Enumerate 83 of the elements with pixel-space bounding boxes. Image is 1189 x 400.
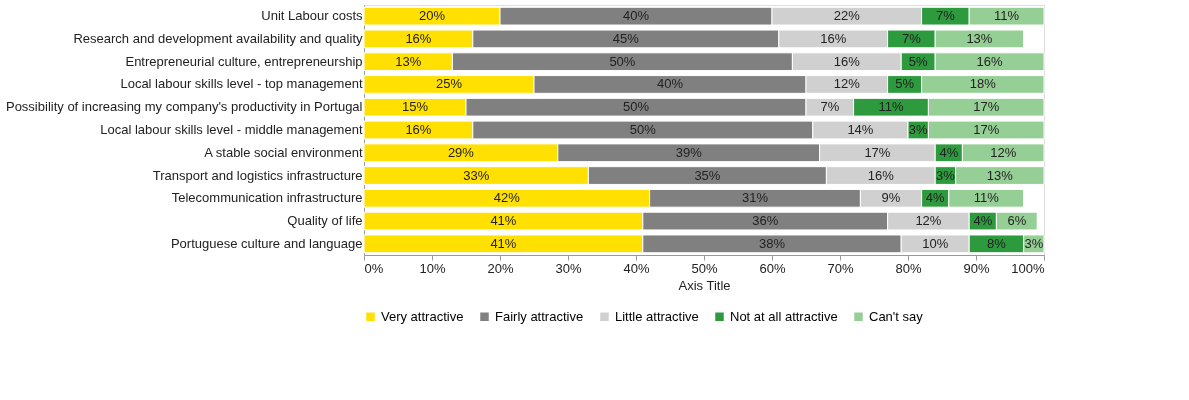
y-tick-label: A stable social environment	[204, 144, 363, 160]
data-label: 13%	[966, 30, 993, 46]
data-label: 41%	[490, 213, 517, 229]
data-label: 11%	[994, 8, 1020, 24]
data-label: 13%	[395, 53, 422, 69]
data-label: 36%	[752, 213, 779, 229]
data-label: 16%	[405, 30, 432, 46]
legend-label: Can't say	[869, 308, 924, 324]
data-label: 18%	[969, 76, 997, 92]
y-tick-label: Unit Labour costs	[261, 8, 363, 24]
x-tick-label: 10%	[419, 260, 446, 276]
data-label: 4%	[973, 213, 993, 229]
x-tick-label: 90%	[963, 260, 990, 276]
data-label: 12%	[915, 213, 942, 229]
data-label: 7%	[820, 99, 840, 115]
data-label: 25%	[435, 76, 463, 92]
x-tick-label: 50%	[691, 260, 718, 276]
data-label: 14%	[847, 122, 874, 137]
y-tick-label: Research and development availability and quality	[73, 30, 363, 46]
x-tick-label: 0%	[364, 260, 384, 276]
data-label: 4%	[939, 144, 959, 160]
data-label: 6%	[1007, 213, 1027, 229]
data-label: 12%	[990, 144, 1017, 160]
x-tick-label: 70%	[827, 260, 854, 276]
data-label: 41%	[490, 235, 517, 251]
y-tick-label: Entrepreneurial culture, entrepreneurship	[125, 53, 363, 69]
data-label: 42%	[493, 190, 521, 206]
data-label: 40%	[622, 8, 650, 24]
data-label: 8%	[987, 235, 1007, 251]
y-tick-label: Transport and logistics infrastructure	[152, 167, 363, 183]
data-label: 3%	[1024, 235, 1044, 251]
data-label: 16%	[867, 167, 895, 183]
data-label: 29%	[447, 144, 475, 160]
data-label: 11%	[878, 99, 904, 115]
data-label: 17%	[973, 99, 1000, 115]
data-label: 3%	[908, 122, 929, 137]
data-label: 16%	[976, 53, 1004, 69]
data-label: 11%	[973, 190, 1000, 206]
data-label: 9%	[881, 190, 901, 206]
data-label: 10%	[922, 235, 949, 251]
data-label: 20%	[418, 8, 446, 24]
y-tick-label: Quality of life	[287, 213, 363, 229]
data-label: 22%	[833, 8, 861, 24]
x-tick-label: 20%	[487, 260, 514, 276]
data-label: 50%	[609, 53, 636, 69]
x-tick-label: 60%	[759, 260, 786, 276]
legend-label: Fairly attractive	[495, 308, 584, 324]
y-tick-label: Local labour skills level - top management	[120, 76, 363, 92]
data-label: 50%	[629, 122, 657, 137]
data-label: 38%	[758, 235, 786, 251]
data-label: 5%	[908, 53, 929, 69]
data-label: 15%	[401, 99, 429, 115]
data-label: 3%	[936, 167, 956, 183]
x-tick-label: 100%	[1011, 260, 1045, 276]
y-tick-label: Possibility of increasing my company's productivity in Portugal	[5, 99, 363, 115]
x-tick-label: 30%	[555, 260, 582, 276]
data-label: 4%	[925, 190, 946, 206]
data-label: 40%	[656, 76, 684, 92]
data-label: 31%	[741, 190, 769, 206]
data-label: 5%	[895, 76, 915, 92]
data-label: 17%	[864, 144, 891, 160]
data-label: 17%	[973, 122, 1000, 137]
data-label: 16%	[405, 122, 432, 137]
y-tick-label: Telecommunication infrastructure	[171, 190, 363, 206]
data-label: 12%	[833, 76, 861, 92]
data-label: 35%	[694, 167, 721, 183]
data-label: 45%	[612, 30, 640, 46]
data-label: 33%	[463, 167, 490, 183]
data-label: 7%	[936, 8, 956, 24]
data-label: 13%	[986, 167, 1014, 183]
x-tick-label: 80%	[895, 260, 922, 276]
y-tick-label: Local labour skills level - middle management	[100, 122, 363, 137]
x-tick-label: 40%	[623, 260, 650, 276]
legend-label: Very attractive	[381, 308, 464, 324]
data-label: 39%	[675, 144, 703, 160]
legend-label: Little attractive	[615, 308, 699, 324]
legend-label: Not at all attractive	[730, 308, 838, 324]
data-label: 16%	[833, 53, 861, 69]
y-tick-label: Portuguese culture and language	[170, 235, 363, 251]
data-label: 7%	[902, 30, 922, 46]
x-axis-title: Axis Title	[678, 277, 731, 293]
data-label: 50%	[622, 99, 650, 115]
data-label: 16%	[820, 30, 847, 46]
